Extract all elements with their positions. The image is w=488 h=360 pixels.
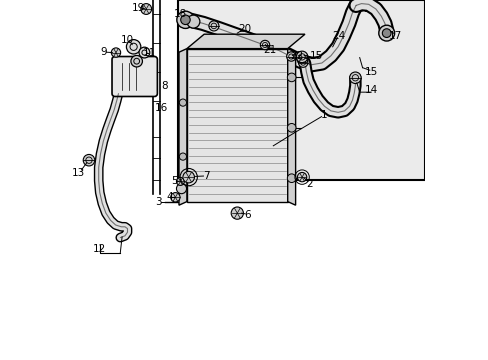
Polygon shape: [287, 49, 295, 205]
Polygon shape: [179, 49, 186, 205]
Text: 2: 2: [305, 179, 312, 189]
Text: 3: 3: [155, 197, 161, 207]
Text: 1: 1: [320, 110, 326, 120]
Circle shape: [287, 174, 295, 183]
Text: 5: 5: [171, 176, 178, 186]
Circle shape: [208, 21, 219, 31]
Circle shape: [111, 48, 121, 57]
Circle shape: [231, 207, 243, 219]
Circle shape: [179, 99, 186, 106]
Text: 8: 8: [161, 81, 167, 91]
Text: 21: 21: [263, 45, 276, 55]
FancyBboxPatch shape: [112, 57, 157, 96]
Circle shape: [260, 40, 269, 50]
Polygon shape: [186, 34, 305, 49]
Circle shape: [170, 193, 180, 202]
Circle shape: [378, 25, 394, 41]
Text: 23: 23: [296, 55, 309, 66]
Circle shape: [183, 171, 194, 183]
Circle shape: [382, 29, 390, 37]
Circle shape: [177, 11, 194, 28]
Text: 11: 11: [143, 48, 156, 58]
Text: 15: 15: [364, 67, 377, 77]
Circle shape: [139, 47, 149, 58]
Circle shape: [179, 153, 186, 160]
Text: 15: 15: [309, 51, 323, 61]
Circle shape: [126, 40, 141, 54]
Text: 12: 12: [93, 244, 106, 254]
Circle shape: [287, 73, 295, 82]
Text: 9: 9: [100, 47, 106, 57]
Circle shape: [296, 51, 307, 63]
Text: 20: 20: [238, 24, 250, 34]
Circle shape: [83, 154, 95, 166]
Circle shape: [176, 184, 186, 194]
Text: 22: 22: [289, 51, 303, 61]
Circle shape: [186, 15, 200, 28]
Text: 7: 7: [203, 171, 209, 181]
Circle shape: [131, 55, 142, 67]
Text: 24: 24: [331, 31, 345, 41]
Text: 17: 17: [388, 31, 402, 41]
Circle shape: [297, 172, 306, 182]
Circle shape: [141, 4, 151, 14]
Circle shape: [181, 15, 190, 24]
Text: 6: 6: [244, 210, 250, 220]
Bar: [178, 0, 424, 180]
Text: 13: 13: [72, 168, 85, 178]
Circle shape: [286, 52, 295, 61]
Circle shape: [287, 123, 295, 132]
Circle shape: [349, 72, 361, 84]
Text: 4: 4: [165, 192, 172, 202]
Text: 10: 10: [121, 35, 134, 45]
Circle shape: [298, 58, 307, 67]
Text: 14: 14: [364, 85, 377, 95]
Text: 16: 16: [154, 103, 167, 113]
Text: 18: 18: [174, 9, 187, 19]
Text: 19: 19: [131, 3, 144, 13]
Circle shape: [176, 177, 184, 185]
Polygon shape: [186, 49, 287, 202]
